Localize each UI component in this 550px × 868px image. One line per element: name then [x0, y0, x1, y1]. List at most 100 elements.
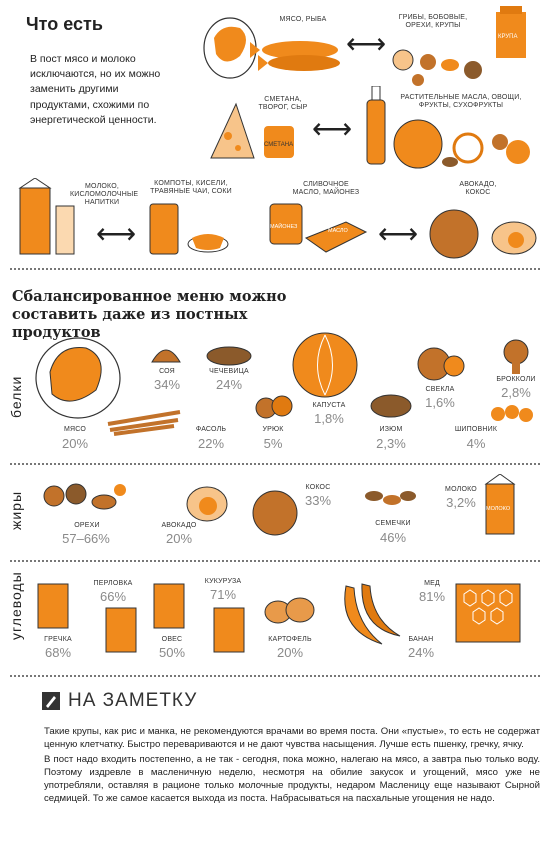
swap-dairy-label: СМЕТАНА, ТВОРОГ, СЫР: [258, 96, 308, 112]
fat-value: 33%: [304, 493, 332, 508]
beet-icon: [417, 347, 465, 381]
carb-value: 66%: [99, 589, 127, 604]
fat-value: 46%: [379, 530, 407, 545]
fat-name: СЕМЕЧКИ: [375, 520, 411, 527]
raisins-icon: [370, 394, 412, 418]
soy-icon: [151, 349, 181, 363]
swap-compote-label: КОМПОТЫ, КИСЕЛИ, ТРАВЯНЫЕ ЧАИ, СОКИ: [150, 180, 232, 196]
swap-milk-label: МОЛОКО, КИСЛОМОЛОЧНЫЕ НАПИТКИ: [70, 183, 139, 207]
swap-meat-label: МЯСО, РЫБА: [279, 16, 327, 23]
grain-bag-icon: [213, 607, 245, 653]
intro-title: Что есть: [26, 14, 103, 34]
note-paragraph: Такие крупы, как рис и манка, не рекомен…: [44, 726, 540, 750]
note-body: Такие крупы, как рис и манка, не рекомен…: [44, 726, 540, 808]
section-label-proteins: белки: [8, 375, 24, 418]
protein-name: БРОККОЛИ: [496, 376, 536, 383]
dried-apricot-icon: [255, 395, 293, 419]
carb-name: ОВЕС: [161, 636, 183, 643]
protein-name: ИЗЮМ: [379, 426, 403, 433]
milk-carton-icon: [484, 474, 516, 535]
carb-value: 68%: [44, 645, 72, 660]
butter-mayo-illustration: [269, 203, 368, 253]
note-title: НА ЗАМЕТКУ: [68, 690, 198, 711]
protein-value: 1,6%: [425, 395, 455, 410]
carb-name: КУКУРУЗА: [204, 578, 242, 585]
seeds-icon: [365, 491, 416, 505]
vegetables-fruits-illustration: [393, 119, 530, 169]
carb-value: 20%: [276, 645, 304, 660]
carb-name: КАРТОФЕЛЬ: [268, 636, 312, 643]
protein-value: 22%: [197, 436, 225, 451]
menu-title: Сбалансированное меню можно составить да…: [12, 288, 287, 342]
divider-line: [10, 560, 540, 562]
protein-name: КАПУСТА: [312, 402, 346, 409]
protein-name: СВЕКЛА: [425, 386, 455, 393]
carb-value: 50%: [158, 645, 186, 660]
butter-pack-label: МАСЛО: [328, 228, 348, 234]
banana-icon: [344, 583, 401, 645]
carb-name: БАНАН: [408, 636, 434, 643]
protein-value: 2,8%: [501, 385, 531, 400]
protein-value: 24%: [215, 377, 243, 392]
protein-name: ШИПОВНИК: [454, 426, 498, 433]
fat-name: МОЛОКО: [445, 486, 477, 493]
carb-name: ГРЕЧКА: [44, 636, 72, 643]
intro-text: В пост мясо и молоко исключаются, но их …: [30, 53, 161, 126]
grain-bag-icon: [37, 583, 69, 629]
swap-oils-label: РАСТИТЕЛЬНЫЕ МАСЛА, ОВОЩИ, ФРУКТЫ, СУХОФ…: [400, 94, 522, 110]
protein-name: СОЯ: [159, 368, 175, 375]
swap-arrow-icon: ⟷: [312, 113, 353, 144]
nuts-icon: [43, 483, 126, 510]
carb-value: 81%: [418, 589, 446, 604]
smetana-package-label: СМЕТАНА: [264, 142, 294, 148]
milk-carton-icon: [18, 178, 75, 255]
divider-line: [10, 268, 540, 270]
swap-mushrooms-label: ГРИБЫ, БОБОВЫЕ, ОРЕХИ, КРУПЫ: [398, 14, 468, 30]
pencil-icon: [42, 692, 60, 710]
lentils-icon: [206, 346, 252, 366]
protein-name: МЯСО: [63, 426, 87, 433]
swap-butter-label: СЛИВОЧНОЕ МАСЛО, МАЙОНЕЗ: [292, 181, 360, 197]
fat-name: ОРЕХИ: [74, 522, 100, 529]
protein-value: 1,8%: [314, 411, 344, 426]
beans-icon: [107, 410, 181, 436]
mushrooms-nuts-illustration: [392, 49, 482, 86]
mayonez-jar-label: МАЙОНЕЗ: [270, 224, 298, 230]
milk-carton-label: МОЛОКО: [486, 506, 511, 512]
swap-arrow-icon: ⟷: [96, 218, 137, 249]
protein-name: ЧЕЧЕВИЦА: [209, 368, 249, 375]
protein-value: 2,3%: [376, 436, 406, 451]
note-paragraph: В пост надо входить постепенно, а не так…: [44, 753, 540, 804]
carb-value: 71%: [209, 587, 237, 602]
swap-arrow-icon: ⟷: [378, 218, 419, 249]
oil-bottle-icon: [366, 86, 386, 165]
krupa-package-icon: [496, 6, 526, 58]
honeycomb-icon: [455, 583, 521, 643]
protein-value: 20%: [61, 436, 89, 451]
protein-value: 5%: [263, 436, 283, 451]
cabbage-icon: [292, 332, 358, 398]
protein-name: ФАСОЛЬ: [195, 426, 227, 433]
cheese-illustration: [210, 102, 294, 159]
protein-name: УРЮК: [262, 426, 284, 433]
broccoli-icon: [503, 339, 529, 374]
fat-name: АВОКАДО: [161, 522, 197, 529]
meat-illustration: [35, 337, 121, 419]
fat-value: 3,2%: [446, 495, 476, 510]
grain-bag-icon: [153, 583, 185, 629]
fat-value: 57–66%: [62, 531, 110, 546]
protein-value: 34%: [153, 377, 181, 392]
avocado-coconut-illustration: [429, 209, 537, 259]
grain-bag-icon: [105, 607, 137, 653]
section-label-fats: жиры: [8, 490, 24, 530]
rosehip-icon: [491, 405, 533, 422]
meat-fish-illustration: [203, 17, 340, 79]
carb-name: МЕД: [424, 580, 440, 587]
section-label-carbs: углеводы: [8, 571, 24, 640]
krupa-package-label: КРУПА: [498, 34, 518, 40]
carb-value: 24%: [407, 645, 435, 660]
potato-icon: [264, 597, 315, 624]
fat-value: 20%: [165, 531, 193, 546]
fat-name: КОКОС: [305, 484, 331, 491]
avocado-icon: [186, 486, 228, 522]
